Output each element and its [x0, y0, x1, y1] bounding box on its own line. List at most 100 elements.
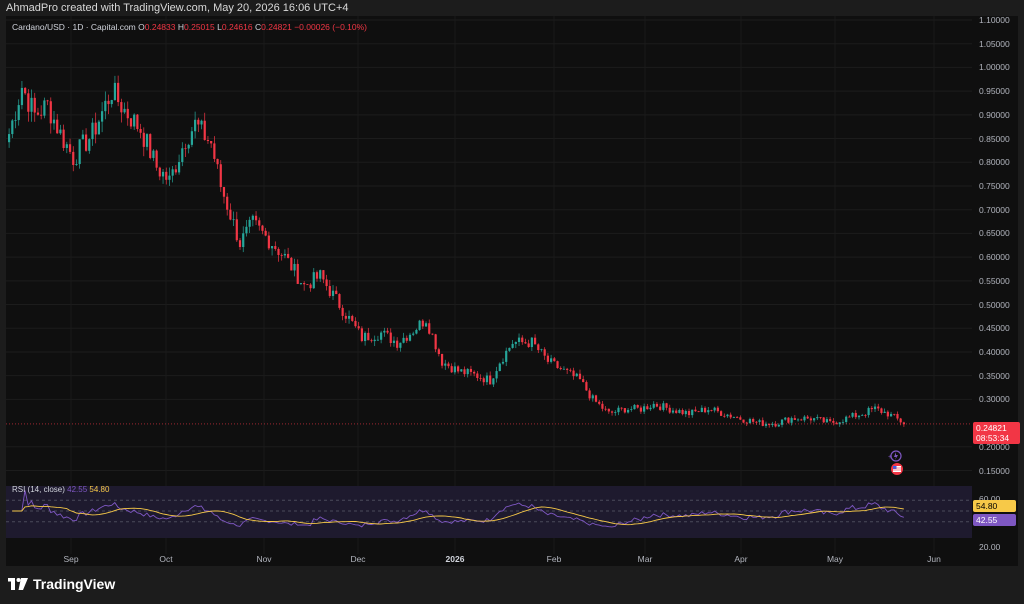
- candle-body: [283, 253, 287, 256]
- candle-body: [120, 102, 123, 113]
- candle-body: [854, 412, 857, 418]
- candle-body: [796, 419, 800, 421]
- candle-body: [254, 215, 258, 221]
- candle-body: [126, 108, 129, 119]
- candle-body: [40, 114, 43, 116]
- candle-body: [328, 286, 331, 296]
- candle-body: [514, 341, 517, 344]
- candle-body: [238, 240, 242, 248]
- chart-frame: [6, 16, 1018, 566]
- tradingview-logo[interactable]: TradingView: [8, 576, 115, 592]
- candle-body: [303, 283, 306, 285]
- candle-body: [857, 415, 861, 418]
- candle-body: [825, 419, 829, 423]
- candle-body: [466, 368, 469, 375]
- candle-body: [889, 413, 893, 417]
- candle-body: [703, 407, 707, 413]
- candle-body: [360, 328, 363, 342]
- candle-body: [72, 151, 75, 165]
- candle-body: [780, 419, 784, 425]
- candle-body: [659, 406, 662, 410]
- candle-body: [88, 139, 91, 151]
- open-label: O: [138, 22, 145, 32]
- candle-body: [675, 410, 678, 413]
- rsi-lines: [6, 490, 972, 528]
- candle-body: [78, 139, 81, 165]
- candle-body: [665, 403, 668, 408]
- candle-body: [870, 407, 873, 410]
- svg-text:+: +: [888, 454, 892, 461]
- price-chart[interactable]: [6, 16, 1018, 566]
- time-axis-label: 2026: [445, 554, 465, 564]
- candle-body: [719, 411, 723, 416]
- candle-body: [415, 329, 418, 334]
- rsi-title: RSI (14, close): [12, 485, 65, 494]
- candle-body: [129, 118, 133, 127]
- candle-body: [296, 263, 299, 284]
- candle-body: [245, 226, 248, 234]
- candle-body: [213, 143, 216, 159]
- candle-body: [110, 100, 113, 105]
- time-axis-label: Oct: [159, 554, 173, 564]
- candle-body: [585, 382, 588, 391]
- candle-body: [861, 414, 864, 416]
- candle-body: [270, 246, 274, 249]
- candle-body: [803, 416, 806, 421]
- candle-body: [691, 409, 694, 416]
- candle-body: [598, 401, 601, 404]
- candle-body: [873, 406, 877, 410]
- candle-body: [402, 337, 405, 343]
- candle-body: [274, 246, 277, 249]
- time-axis-label: May: [826, 554, 844, 564]
- candle-body: [902, 422, 905, 425]
- candle-body: [790, 418, 793, 423]
- candle-body: [774, 423, 777, 427]
- candle-body: [56, 119, 59, 134]
- candle-body: [710, 410, 713, 411]
- candle-body: [290, 257, 293, 271]
- candle-body: [793, 418, 796, 420]
- candle-body: [17, 105, 20, 121]
- candle-body: [152, 150, 155, 158]
- candle-body: [219, 164, 222, 188]
- us-flag-event-icon[interactable]: [889, 462, 905, 476]
- candle-body: [210, 140, 213, 144]
- candle-body: [482, 378, 485, 383]
- candle-body: [835, 422, 838, 425]
- candle-body: [524, 342, 527, 344]
- time-axis-label: Nov: [256, 554, 272, 564]
- candle-body: [62, 129, 65, 148]
- candle-body: [588, 390, 591, 399]
- candle-body: [181, 148, 184, 163]
- candle-body: [200, 120, 203, 125]
- time-axis-label: Dec: [350, 554, 366, 564]
- candle-body: [206, 139, 210, 141]
- candle-body: [562, 368, 566, 370]
- rsi-value: 42.55: [67, 485, 88, 494]
- candle-body: [649, 407, 652, 410]
- candle-body: [354, 320, 357, 327]
- candle-body: [655, 403, 659, 407]
- candle-body: [851, 412, 854, 417]
- candle-body: [437, 349, 440, 355]
- candle-body: [745, 422, 748, 424]
- candle-body: [550, 358, 553, 362]
- tradingview-logo-text: TradingView: [33, 576, 116, 592]
- candle-body: [537, 344, 540, 351]
- candle-body: [572, 370, 575, 377]
- candle-body: [610, 411, 614, 413]
- candle-body: [716, 407, 719, 412]
- price-scale-label: 0.30000: [979, 394, 1010, 405]
- candle-body: [434, 334, 437, 350]
- candle-body: [33, 97, 36, 113]
- candle-body: [264, 230, 267, 236]
- candle-body: [418, 320, 421, 330]
- lightning-icon[interactable]: +: [888, 450, 902, 462]
- candle-body: [800, 419, 803, 421]
- candle-body: [771, 423, 774, 426]
- candle-body: [591, 395, 594, 399]
- candle-body: [489, 375, 492, 385]
- candle-body: [43, 100, 46, 116]
- candle-body: [764, 423, 768, 426]
- candle-body: [338, 294, 341, 308]
